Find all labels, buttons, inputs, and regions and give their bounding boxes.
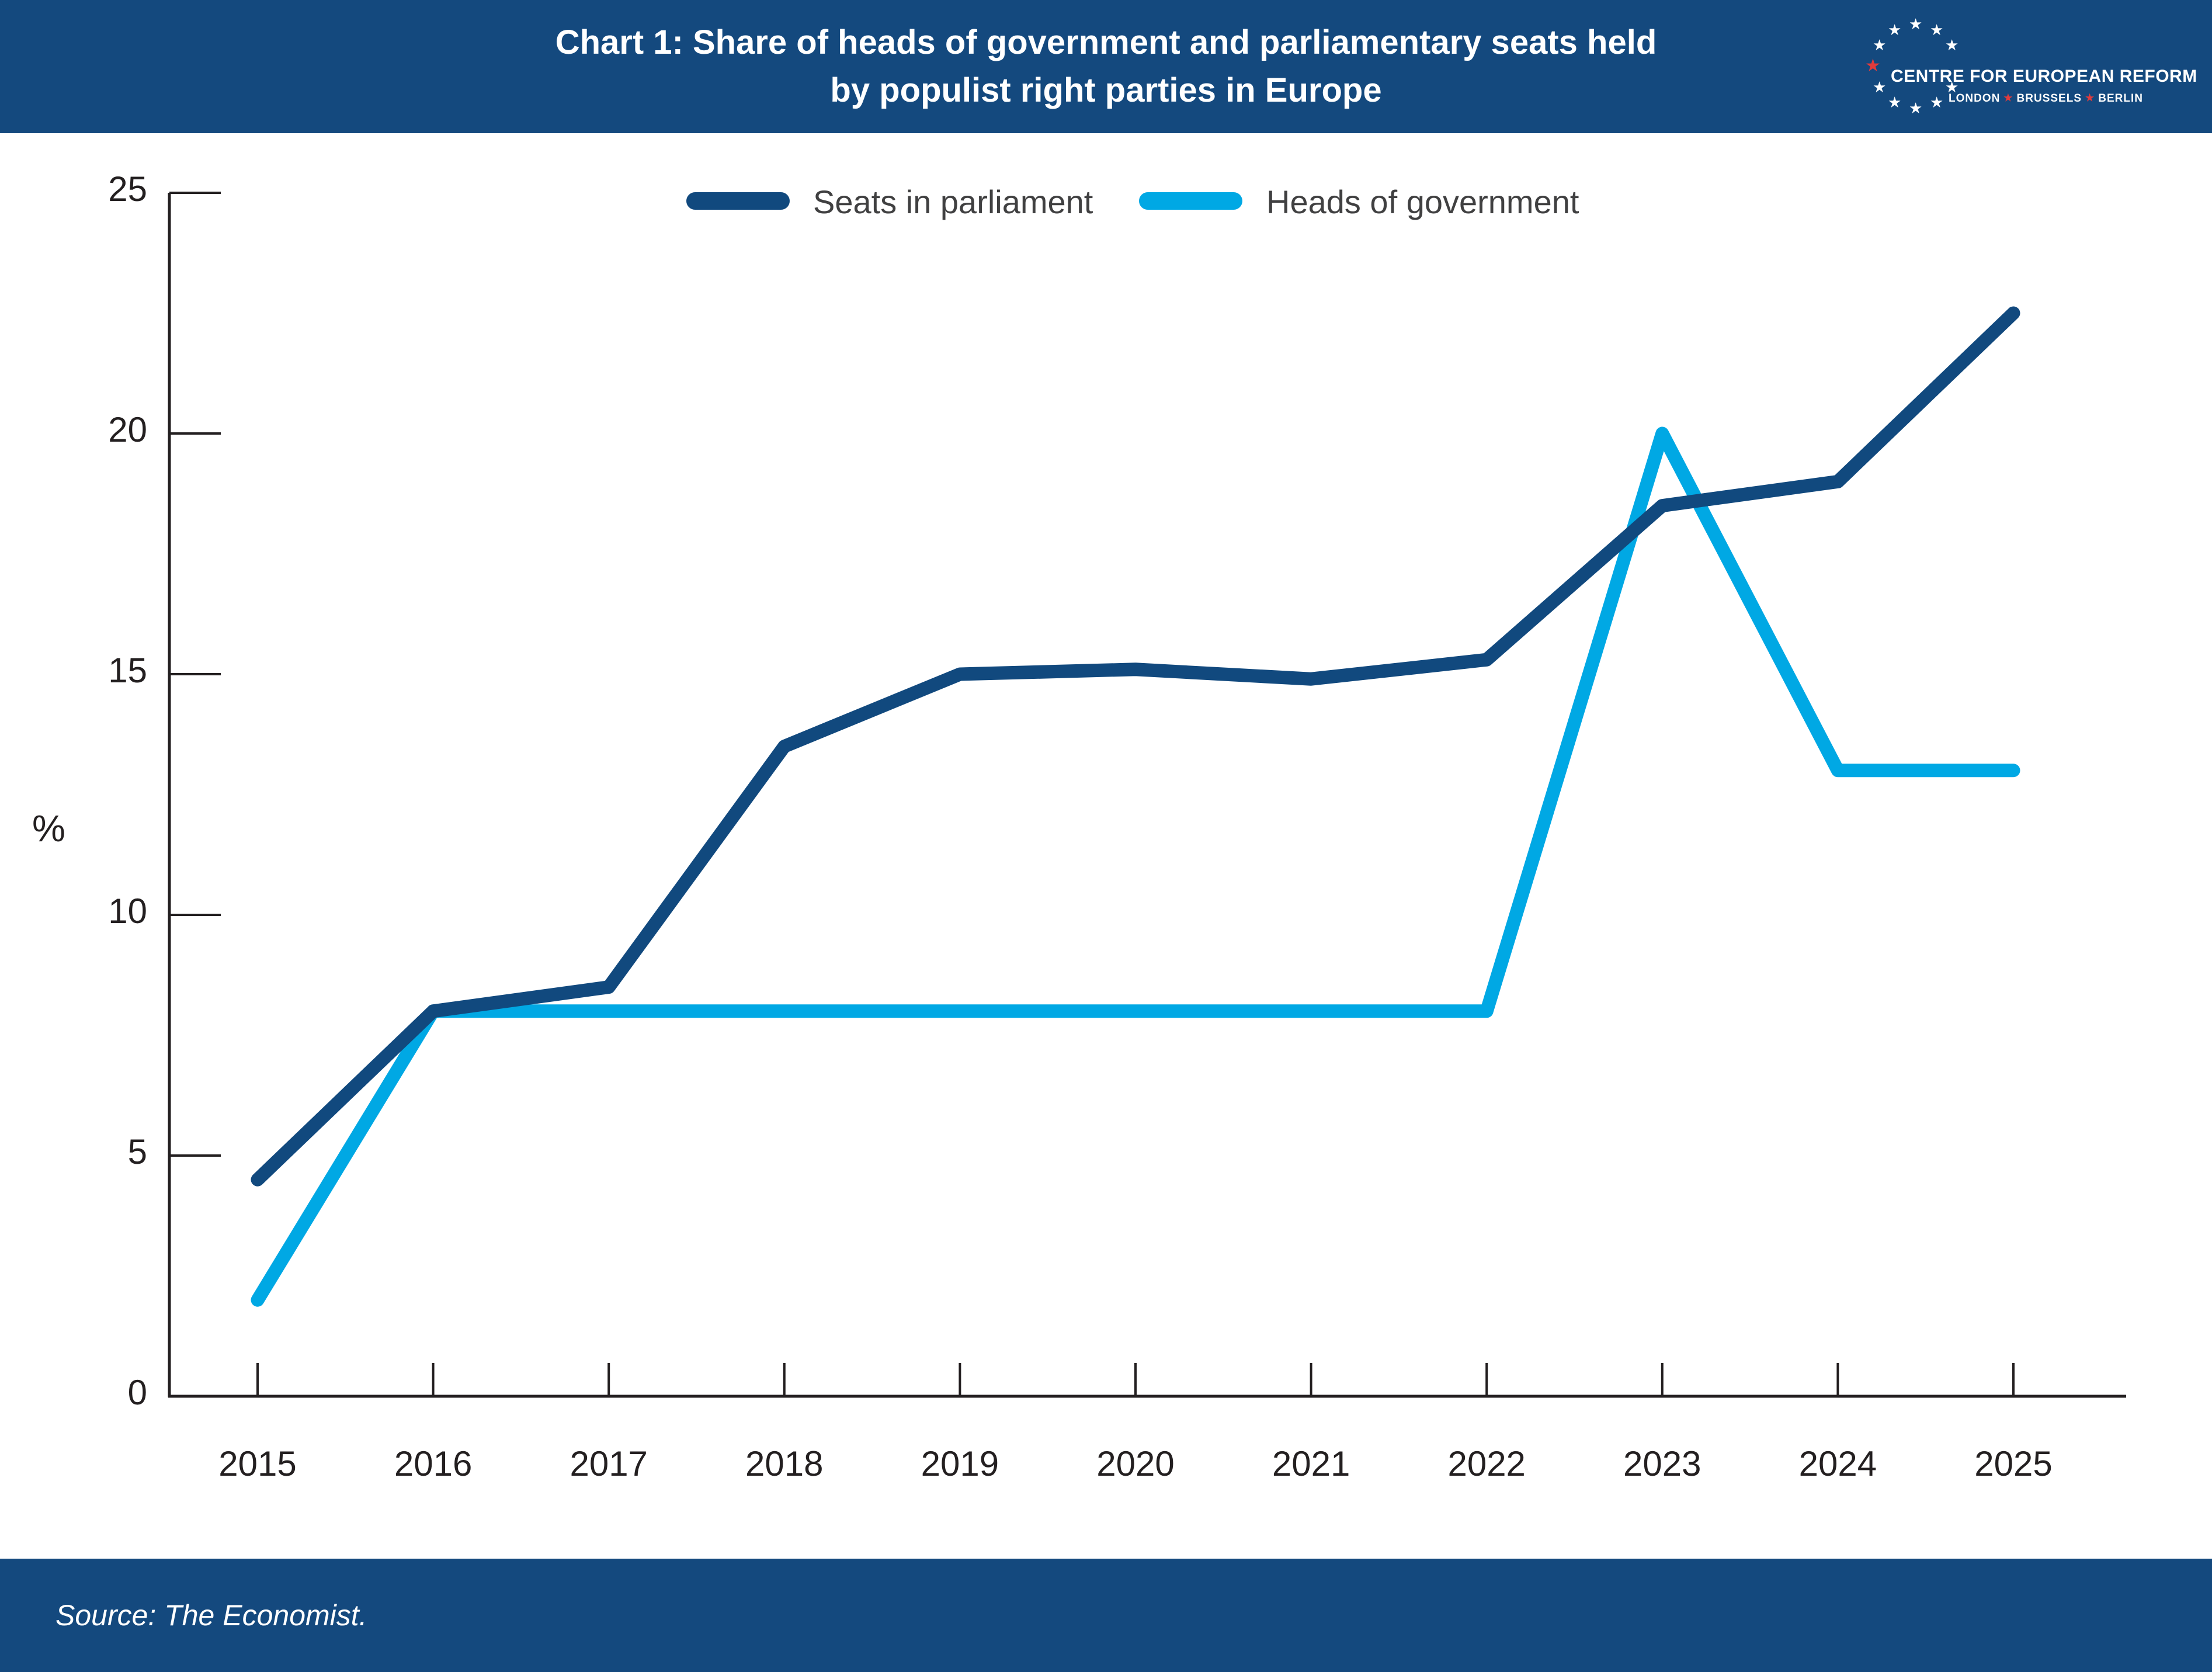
y-tick-label: 10 <box>108 891 147 931</box>
x-tick-label: 2018 <box>745 1444 823 1483</box>
y-axis-ticks: 0 5 10 15 20 25 <box>108 169 221 1412</box>
x-tick-label: 2015 <box>218 1444 296 1483</box>
logo-city: LONDON <box>1948 92 2001 105</box>
y-tick-label: 25 <box>108 169 147 209</box>
cer-logo: CENTRE FOR EUROPEAN REFORM LONDON BRUSSEL… <box>1866 9 2197 126</box>
chart-title-line1: Chart 1: Share of heads of government an… <box>555 23 1657 61</box>
x-tick-label: 2022 <box>1447 1444 1525 1483</box>
x-tick-label: 2021 <box>1272 1444 1350 1483</box>
x-tick-label: 2017 <box>570 1444 647 1483</box>
series-line-heads-of-government <box>251 426 2020 1307</box>
x-tick-label: 2024 <box>1799 1444 1877 1483</box>
legend: Seats in parliament Heads of government <box>686 183 1579 220</box>
y-tick-label: 5 <box>128 1132 147 1171</box>
axes <box>168 193 2126 1398</box>
x-axis-ticks: 2015 2016 2017 2018 2019 2020 2021 2022 2023 2024… <box>218 1363 2053 1483</box>
x-tick-label: 2025 <box>1974 1444 2052 1483</box>
series-line-seats-in-parliament <box>251 306 2020 1187</box>
source-note: Source: The Economist. <box>55 1599 367 1632</box>
logo-city: BERLIN <box>2098 92 2143 105</box>
header-bar: Chart 1: Share of heads of government an… <box>0 0 2212 133</box>
x-tick-label: 2020 <box>1096 1444 1174 1483</box>
footer-bar: Source: The Economist. <box>0 1559 2212 1672</box>
y-axis-title: % <box>32 807 65 849</box>
y-tick-label: 15 <box>108 651 147 690</box>
x-tick-label: 2016 <box>394 1444 472 1483</box>
logo-title: CENTRE FOR EUROPEAN REFORM <box>1891 67 2197 86</box>
y-tick-label: 20 <box>108 410 147 449</box>
x-tick-label: 2023 <box>1623 1444 1701 1483</box>
x-tick-label: 2019 <box>921 1444 999 1483</box>
chart-title-line2: by populist right parties in Europe <box>830 71 1382 109</box>
logo-city: BRUSSELS <box>2016 92 2082 105</box>
legend-label-seats: Seats in parliament <box>813 183 1093 220</box>
legend-label-heads: Heads of government <box>1266 183 1579 220</box>
y-tick-label: 0 <box>128 1373 147 1412</box>
chart-title: Chart 1: Share of heads of government an… <box>555 19 1657 115</box>
logo-cities: LONDON BRUSSELS BERLIN <box>1891 92 2143 105</box>
